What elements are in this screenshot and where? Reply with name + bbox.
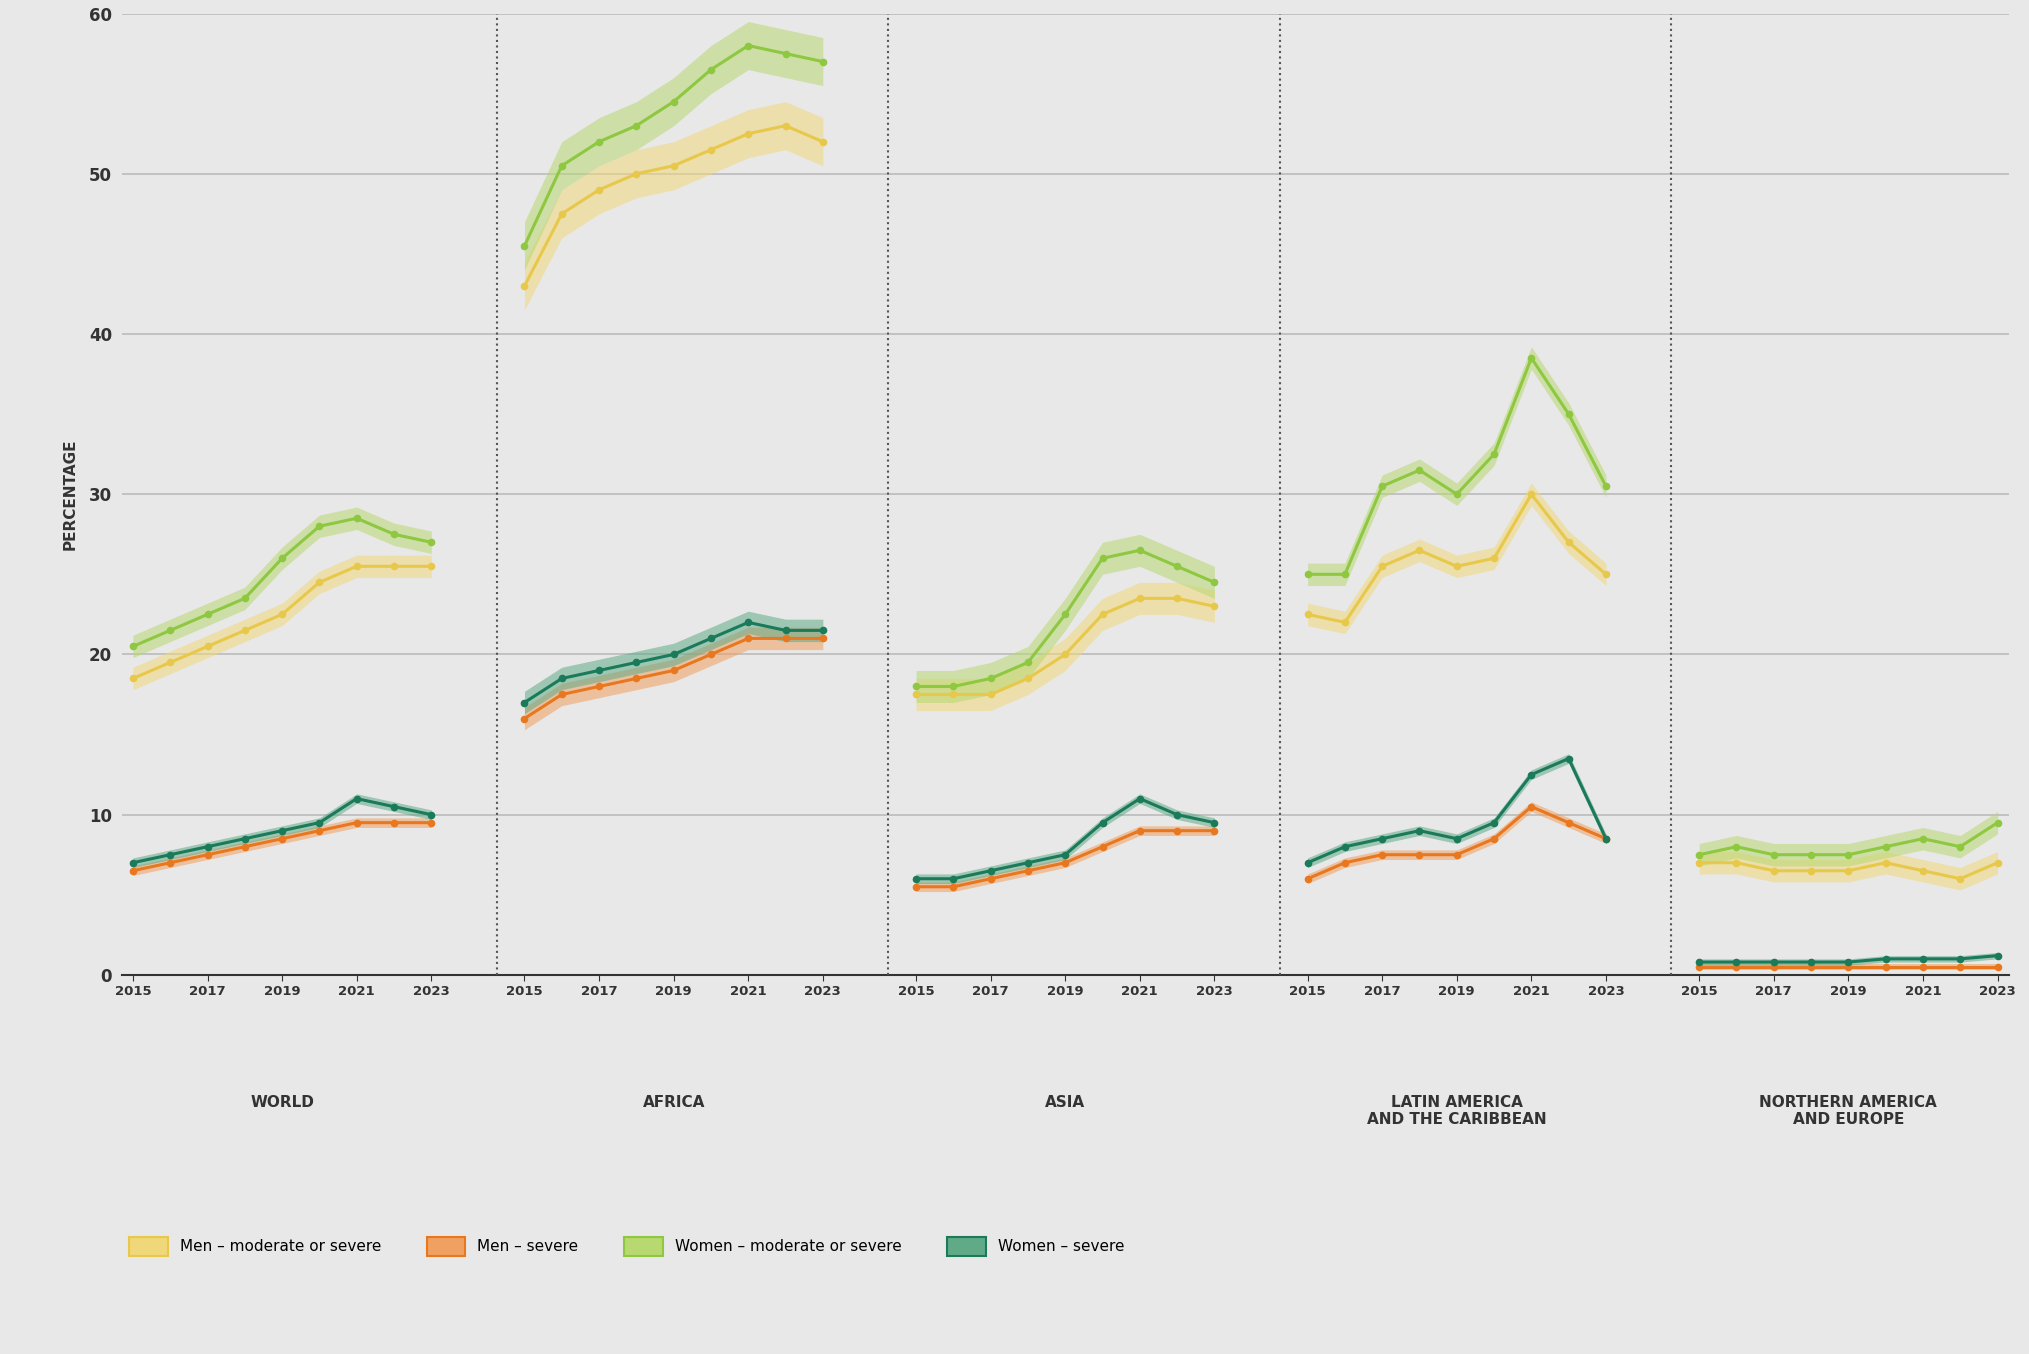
Text: NORTHERN AMERICA
AND EUROPE: NORTHERN AMERICA AND EUROPE (1759, 1095, 1938, 1128)
Y-axis label: PERCENTAGE: PERCENTAGE (63, 439, 77, 550)
Text: ASIA: ASIA (1045, 1095, 1086, 1110)
Text: LATIN AMERICA
AND THE CARIBBEAN: LATIN AMERICA AND THE CARIBBEAN (1368, 1095, 1546, 1128)
Legend: Men – moderate or severe, Men – severe, Women – moderate or severe, Women – seve: Men – moderate or severe, Men – severe, … (130, 1238, 1124, 1255)
Text: AFRICA: AFRICA (643, 1095, 704, 1110)
Text: WORLD: WORLD (250, 1095, 314, 1110)
